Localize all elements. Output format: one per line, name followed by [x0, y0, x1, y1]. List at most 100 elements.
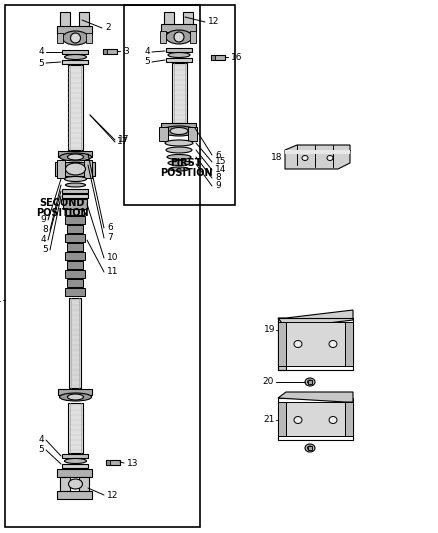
- Bar: [68, 403, 83, 453]
- Text: 6: 6: [215, 150, 221, 159]
- Bar: [67, 261, 83, 269]
- Bar: [308, 380, 312, 384]
- Bar: [278, 398, 353, 440]
- Text: 4: 4: [39, 435, 44, 445]
- Bar: [65, 252, 85, 260]
- Ellipse shape: [302, 156, 308, 160]
- Bar: [166, 58, 192, 62]
- Ellipse shape: [60, 153, 92, 161]
- Text: 4: 4: [39, 47, 44, 56]
- Bar: [67, 279, 83, 287]
- Bar: [106, 460, 110, 465]
- Text: 10: 10: [107, 254, 119, 262]
- Bar: [166, 48, 192, 52]
- Bar: [79, 12, 89, 28]
- Ellipse shape: [60, 393, 92, 401]
- Ellipse shape: [305, 444, 315, 452]
- Polygon shape: [278, 310, 353, 328]
- Bar: [211, 55, 225, 60]
- Text: 7: 7: [107, 233, 113, 243]
- Bar: [84, 160, 92, 178]
- Bar: [62, 194, 88, 198]
- Bar: [63, 199, 87, 209]
- Text: 19: 19: [264, 326, 275, 335]
- Ellipse shape: [170, 127, 188, 134]
- Bar: [172, 63, 187, 123]
- Bar: [106, 460, 120, 465]
- Bar: [160, 31, 166, 43]
- Ellipse shape: [64, 54, 86, 60]
- Bar: [278, 318, 286, 370]
- Text: 8: 8: [215, 174, 221, 182]
- Text: 17: 17: [117, 138, 128, 147]
- Text: 12: 12: [208, 18, 219, 27]
- Text: 5: 5: [42, 246, 48, 254]
- Ellipse shape: [307, 446, 312, 450]
- Text: 5: 5: [38, 446, 44, 455]
- Ellipse shape: [64, 458, 86, 464]
- Bar: [124, 5, 235, 205]
- Text: 15: 15: [215, 157, 226, 166]
- Bar: [65, 270, 85, 278]
- Text: 13: 13: [127, 458, 138, 467]
- Text: 9: 9: [215, 182, 221, 190]
- Text: 14: 14: [215, 166, 226, 174]
- Text: 21: 21: [264, 416, 275, 424]
- Bar: [62, 50, 88, 54]
- Bar: [66, 209, 84, 215]
- Bar: [159, 127, 168, 141]
- Ellipse shape: [169, 167, 189, 171]
- Text: 6: 6: [107, 223, 113, 232]
- Text: FIRST: FIRST: [170, 158, 202, 168]
- Bar: [68, 65, 83, 150]
- Bar: [57, 160, 65, 178]
- Ellipse shape: [162, 126, 196, 136]
- Bar: [286, 402, 348, 436]
- Ellipse shape: [68, 479, 82, 489]
- Ellipse shape: [307, 380, 312, 384]
- Ellipse shape: [168, 52, 190, 58]
- Bar: [183, 12, 193, 26]
- Text: 4: 4: [145, 47, 150, 56]
- Ellipse shape: [166, 147, 192, 153]
- Text: 17: 17: [118, 135, 130, 144]
- Text: 11: 11: [107, 268, 119, 277]
- Bar: [57, 33, 63, 43]
- Text: SECOND: SECOND: [39, 198, 85, 208]
- Bar: [345, 402, 353, 436]
- Text: 12: 12: [107, 490, 118, 499]
- Ellipse shape: [174, 32, 184, 42]
- Bar: [188, 127, 197, 141]
- Ellipse shape: [66, 163, 85, 175]
- Bar: [211, 55, 215, 60]
- Ellipse shape: [63, 31, 88, 45]
- Bar: [58, 389, 92, 395]
- Bar: [278, 318, 353, 370]
- Ellipse shape: [66, 183, 85, 187]
- Polygon shape: [285, 145, 350, 169]
- Bar: [278, 322, 286, 366]
- Text: 20: 20: [263, 377, 274, 386]
- Ellipse shape: [71, 33, 81, 43]
- Text: 5: 5: [144, 58, 150, 67]
- Bar: [161, 24, 196, 32]
- Bar: [103, 49, 117, 54]
- Bar: [308, 446, 312, 450]
- Bar: [57, 469, 92, 477]
- Bar: [5, 5, 200, 527]
- Bar: [161, 123, 196, 129]
- Ellipse shape: [67, 394, 84, 400]
- Bar: [67, 225, 83, 233]
- Bar: [278, 402, 286, 436]
- Bar: [79, 477, 89, 495]
- Ellipse shape: [327, 156, 333, 160]
- Bar: [55, 162, 95, 176]
- Text: 2: 2: [105, 23, 111, 33]
- Ellipse shape: [294, 341, 302, 348]
- Ellipse shape: [67, 154, 84, 160]
- Bar: [285, 150, 350, 154]
- Text: 8: 8: [42, 225, 48, 235]
- Bar: [58, 151, 92, 157]
- Text: 18: 18: [271, 152, 282, 161]
- Bar: [86, 33, 92, 43]
